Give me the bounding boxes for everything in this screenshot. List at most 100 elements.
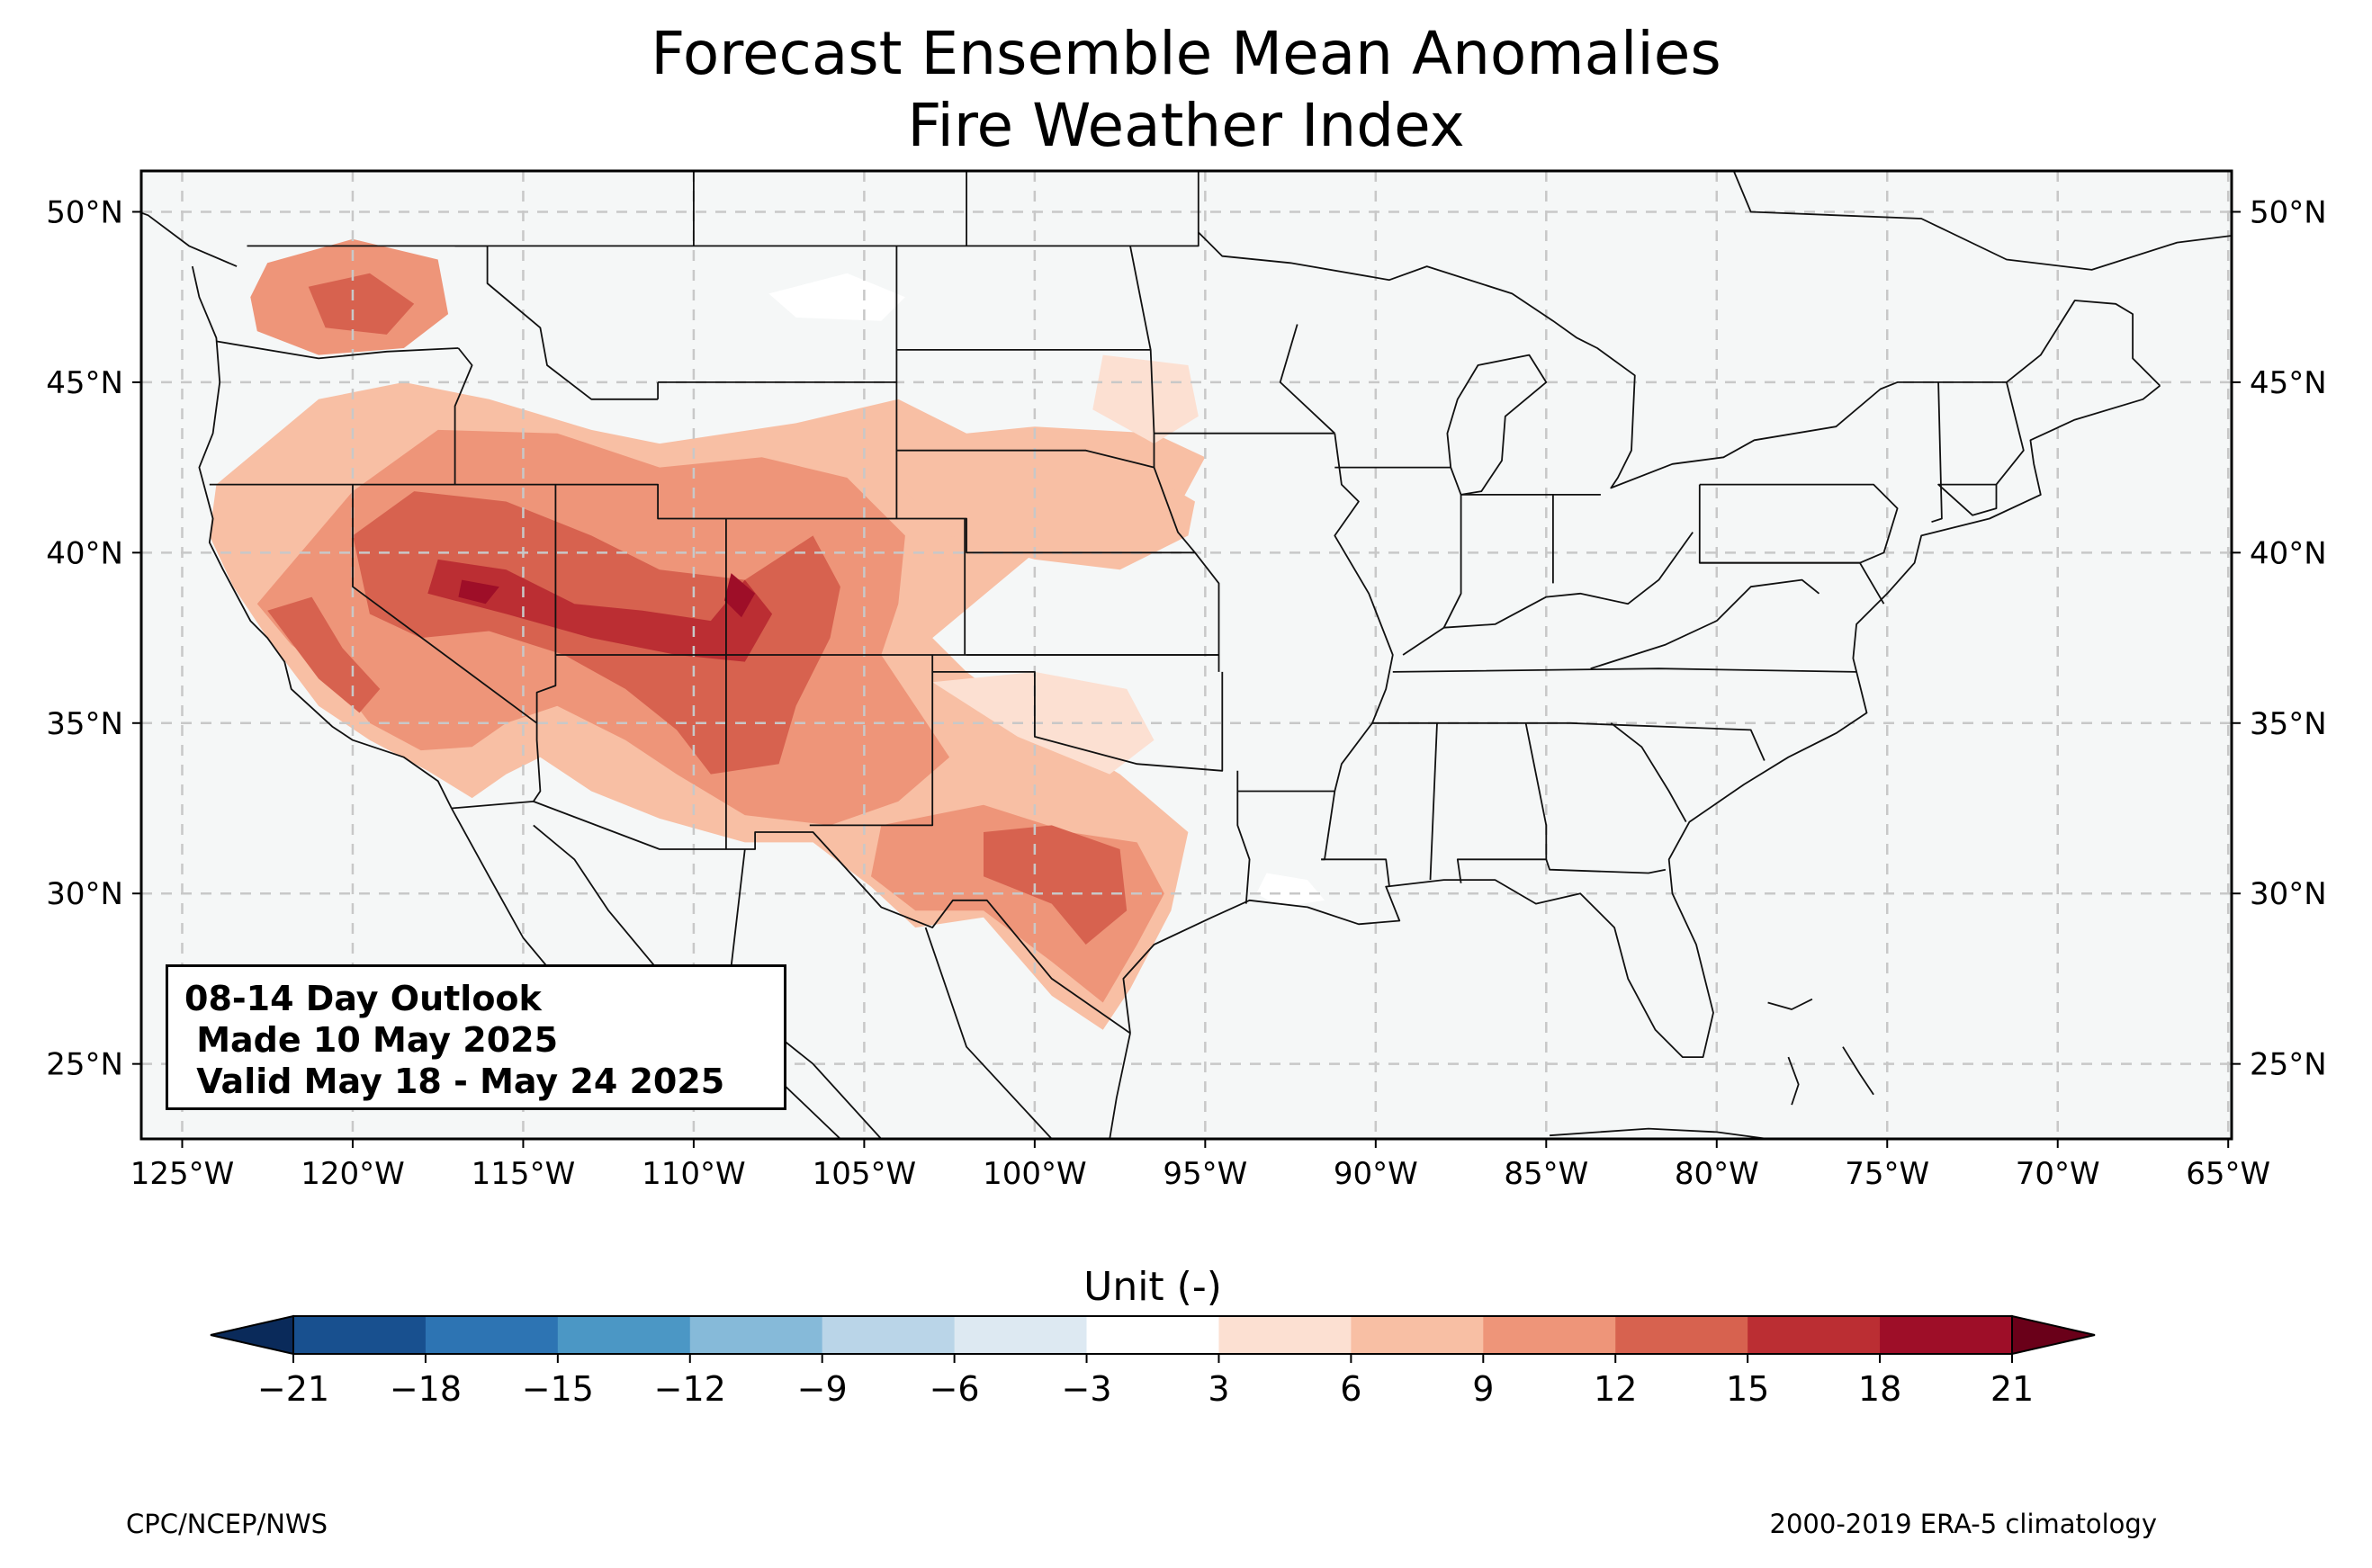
lon-tick-label: 110°W [642,1156,746,1192]
colorbar-segment [1351,1316,1484,1354]
boundary-line [924,927,1053,1139]
colorbar-tick-label: 15 [1726,1369,1769,1409]
anomaly-region [458,579,499,605]
boundary-line [1392,668,1857,673]
lat-tick-label-right: 25°N [2250,1047,2327,1083]
colorbar-tick-label: −15 [522,1369,594,1409]
boundary-line [1236,770,1251,904]
boundary-line [1442,494,1462,629]
colorbar-segment [954,1316,1088,1354]
lon-tick-label: 85°W [1504,1156,1588,1192]
colorbar-segment [1615,1316,1748,1354]
lon-tick-label: 70°W [2016,1156,2100,1192]
colorbar-segment [822,1316,956,1354]
anomaly-region [984,825,1128,945]
colorbar-tick-label: −12 [654,1369,726,1409]
footer-climatology: 2000-2019 ERA-5 climatology [1769,1509,2157,1539]
lon-tick-label: 105°W [813,1156,917,1192]
boundary-line [1931,381,1943,524]
boundary-line [1787,1056,1800,1106]
footer-source: CPC/NCEP/NWS [126,1509,328,1539]
negative-anomaly-region [1256,873,1325,908]
lat-tick-label-left: 35°N [46,706,123,742]
boundary-line [1446,354,1548,496]
boundary-line [1321,858,1390,887]
colorbar-tick-label: −6 [930,1369,980,1409]
boundary-line [1610,722,1687,823]
colorbar-segment [1748,1316,1881,1354]
lon-tick-label: 75°W [1845,1156,1929,1192]
colorbar-tick-label: 6 [1340,1369,1361,1409]
lon-tick-label: 65°W [2186,1156,2270,1192]
lat-tick-label-left: 45°N [46,365,123,401]
anomaly-region [898,467,1195,570]
boundary-line [1429,722,1438,881]
anomaly-region [308,273,415,335]
colorbar-tick-label: 9 [1472,1369,1494,1409]
boundary-line [1550,1127,1768,1139]
boundary-line [1699,561,1885,605]
lon-tick-label: 90°W [1334,1156,1418,1192]
lon-tick-label: 80°W [1675,1156,1759,1192]
boundary-line [535,484,557,723]
boundary-line [1402,532,1694,656]
anomaly-fill-layer [209,238,1206,1030]
boundary-line [1767,998,1813,1010]
colorbar-segment [293,1316,427,1354]
anomaly-region [427,559,773,662]
lat-tick-label-right: 30°N [2250,876,2327,912]
boundary-line [352,484,542,802]
colorbar-tick-label: 18 [1858,1369,1901,1409]
title-line-2: Fire Weather Index [907,91,1465,160]
boundary-line [1372,721,1766,761]
colorbar-tick-label: −21 [257,1369,329,1409]
boundary-line [1279,324,1335,435]
colorbar-tick-label: 21 [1990,1369,2034,1409]
boundary-line [191,265,453,809]
colorbar-over-arrow [2011,1314,2096,1356]
outlook-made-date: Made 10 May 2025 [184,1020,559,1060]
colorbar-tick-label: −9 [797,1369,848,1409]
boundary-line [1842,1046,1874,1096]
lon-tick-label: 115°W [472,1156,576,1192]
lat-tick-label-left: 30°N [46,876,123,912]
colorbar-outline [292,1315,2013,1355]
boundary-line [1937,381,2025,516]
anomaly-region [932,671,1155,775]
lat-tick-label-left: 50°N [46,194,123,230]
boundary-line [1122,384,2161,1058]
boundary-line [932,671,1224,772]
map-border [139,169,2233,1141]
boundary-line [454,347,473,485]
boundary-line [1545,859,1667,874]
outlook-valid-range: Valid May 18 - May 24 2025 [184,1062,725,1101]
colorbar-label: Unit (-) [1083,1264,1222,1310]
lat-tick-label-right: 50°N [2250,194,2327,230]
boundary-layer [141,171,2232,1139]
lat-tick-label-right: 35°N [2250,706,2327,742]
boundary-line [451,801,1131,1035]
negative-anomaly-layer [768,273,1325,908]
outlook-info-box: 08-14 Day Outlook Made 10 May 2025 Valid… [166,964,786,1110]
colorbar-tick-label: −3 [1062,1369,1112,1409]
boundary-line [454,245,659,400]
colorbar: −21 −18 −15 −12 −9 −6 −3 3 6 9 12 15 18 21 [210,1314,2096,1409]
lat-tick-label-right: 45°N [2250,365,2327,401]
lat-tick-label-left: 25°N [46,1047,123,1083]
boundary-line [1732,171,2232,271]
colorbar-tick-label: −18 [390,1369,462,1409]
colorbar-segment [689,1316,823,1354]
anomaly-region [1092,354,1199,444]
colorbar-segment [1218,1316,1352,1354]
lon-tick-label: 125°W [130,1156,235,1192]
lat-tick-label-left: 40°N [46,535,123,571]
colorbar-under-arrow [210,1314,294,1356]
boundary-line [216,340,459,360]
lon-tick-label: 95°W [1163,1156,1247,1192]
anomaly-region [724,573,756,618]
title-line-1: Forecast Ensemble Mean Anomalies [651,19,1721,88]
colorbar-segment [1483,1316,1616,1354]
colorbar-segment [557,1316,691,1354]
lon-tick-label: 120°W [301,1156,405,1192]
